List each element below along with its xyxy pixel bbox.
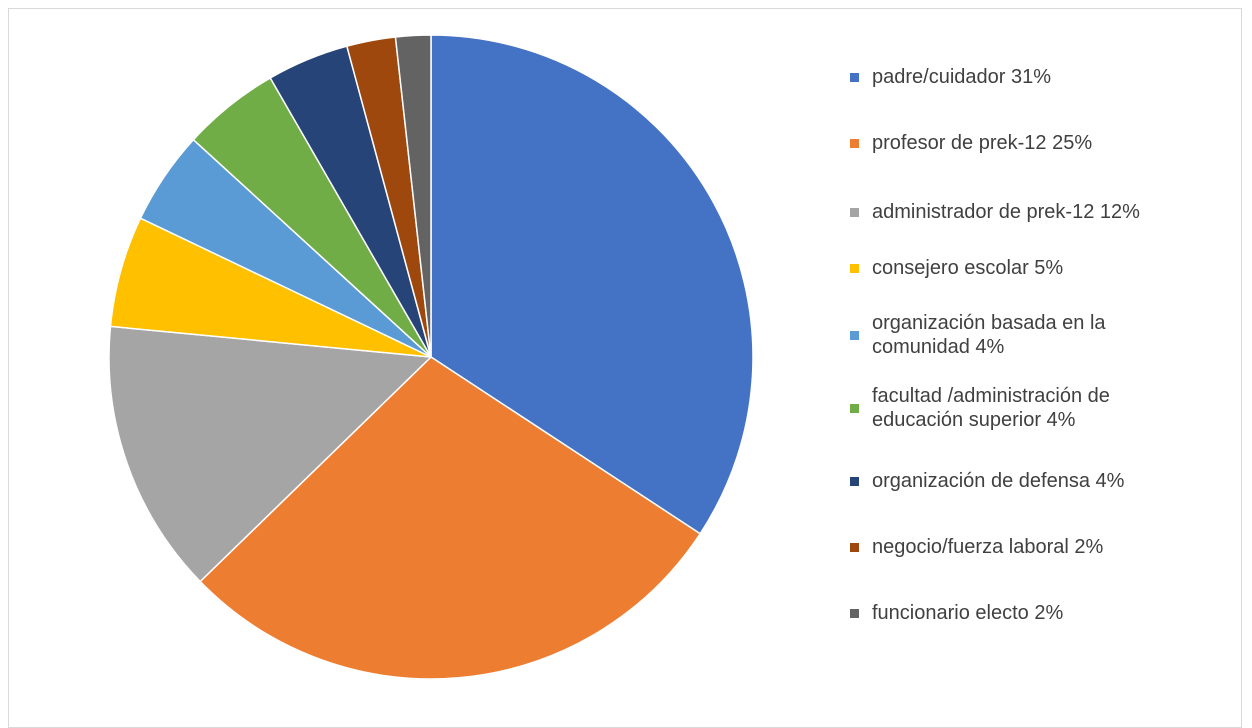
pie-slices <box>108 34 754 680</box>
legend-item-consejero-escolar: consejero escolar 5% <box>850 256 1063 280</box>
legend-label: facultad /administración de educación su… <box>872 385 1110 431</box>
legend-swatch <box>850 138 859 148</box>
legend-label: padre/cuidador 31% <box>872 66 1052 88</box>
legend-item-profesor-prek12: profesor de prek-12 25% <box>850 131 1092 155</box>
legend-label: organización de defensa 4% <box>872 470 1125 492</box>
legend-label: profesor de prek-12 25% <box>872 132 1093 154</box>
legend-item-padre-cuidador: padre/cuidador 31% <box>850 65 1051 89</box>
legend-swatch <box>850 263 859 273</box>
pie-slice-1 <box>199 356 701 680</box>
legend-item-administrador-prek12: administrador de prek-12 12% <box>850 200 1140 224</box>
legend-label: negocio/fuerza laboral 2% <box>872 536 1104 558</box>
legend-label: consejero escolar 5% <box>872 257 1064 279</box>
pie-chart <box>108 34 754 680</box>
legend-swatch <box>850 608 859 618</box>
legend-swatch <box>850 207 859 217</box>
pie-slice-8 <box>394 34 432 358</box>
legend-swatch <box>850 476 859 486</box>
legend-item-facultad-educacion-superior: facultad /administración de educación su… <box>850 384 1110 432</box>
legend-item-organizacion-comunidad: organización basada en la comunidad 4% <box>850 311 1106 359</box>
legend-swatch <box>850 403 859 413</box>
legend-swatch <box>850 542 859 552</box>
legend-swatch <box>850 330 859 340</box>
legend-label: organización basada en la comunidad 4% <box>872 312 1106 358</box>
legend-label: funcionario electo 2% <box>872 602 1064 624</box>
legend-swatch <box>850 72 859 82</box>
chart-legend: padre/cuidador 31% profesor de prek-12 2… <box>850 0 1250 705</box>
legend-item-funcionario-electo: funcionario electo 2% <box>850 601 1063 625</box>
legend-item-negocio-fuerza-laboral: negocio/fuerza laboral 2% <box>850 535 1103 559</box>
legend-label: administrador de prek-12 12% <box>872 201 1140 223</box>
legend-item-organizacion-defensa: organización de defensa 4% <box>850 469 1124 493</box>
pie-slice-2 <box>108 325 432 583</box>
